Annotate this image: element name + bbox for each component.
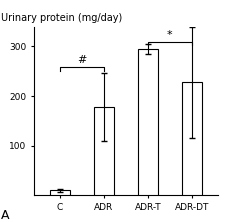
Bar: [182, 82, 202, 195]
Text: *: *: [167, 30, 173, 40]
Bar: [50, 190, 70, 195]
Text: A: A: [0, 209, 9, 222]
Text: #: #: [77, 55, 87, 65]
Bar: [138, 49, 158, 195]
Bar: [94, 107, 114, 195]
Text: Urinary protein (mg/day): Urinary protein (mg/day): [0, 13, 122, 23]
